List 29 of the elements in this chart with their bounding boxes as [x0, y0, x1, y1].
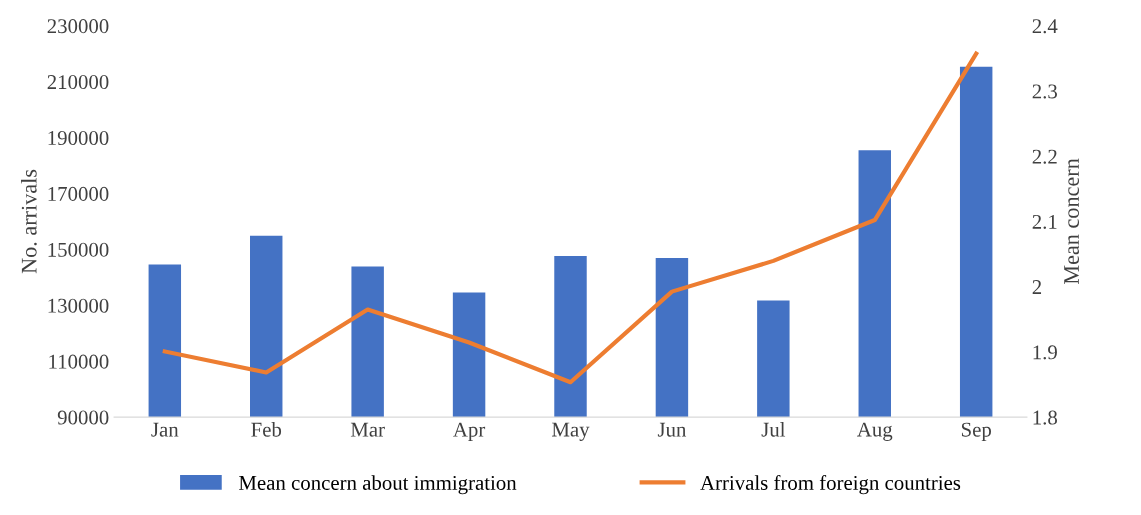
y-tick-label: 170000 [48, 186, 109, 201]
x-tick-label: Jun [657, 422, 687, 437]
y2-tick-label: 2.1 [1032, 214, 1057, 229]
y2-tick-label: 2 [1032, 280, 1042, 294]
y-tick-label: 210000 [47, 75, 109, 90]
y-tick-label: 230000 [47, 19, 109, 34]
x-tick-label: Jul [761, 422, 786, 437]
x-tick-label: Apr [453, 422, 486, 441]
x-tick-label: Jan [151, 422, 179, 437]
x-tick-label: Feb [251, 422, 282, 437]
y-tick-label: 150000 [48, 242, 109, 257]
x-tick-label: May [552, 422, 590, 441]
y-axis-title: No. arrivals [21, 169, 37, 274]
legend-label: Mean concern about immigration [239, 475, 517, 495]
line-series [162, 51, 979, 385]
y2-axis-title: Mean concern [1064, 158, 1079, 285]
y2-tick-label: 2.3 [1032, 84, 1057, 99]
y-tick-label: 90000 [57, 410, 109, 425]
x-tick-label: Mar [350, 422, 385, 437]
y2-tick-label: 1.8 [1033, 410, 1058, 425]
y2-tick-label: 2.4 [1032, 19, 1058, 34]
y-tick-label: 130000 [48, 298, 109, 313]
x-tick-label: Sep [961, 422, 991, 441]
y2-tick-label: 2.2 [1032, 149, 1057, 164]
x-tick-label: Aug [857, 422, 893, 441]
legend-label: Arrivals from foreign countries [700, 475, 961, 495]
y-tick-label: 110000 [49, 354, 109, 369]
y-tick-label: 190000 [48, 130, 109, 146]
y2-tick-label: 1.9 [1033, 345, 1057, 360]
